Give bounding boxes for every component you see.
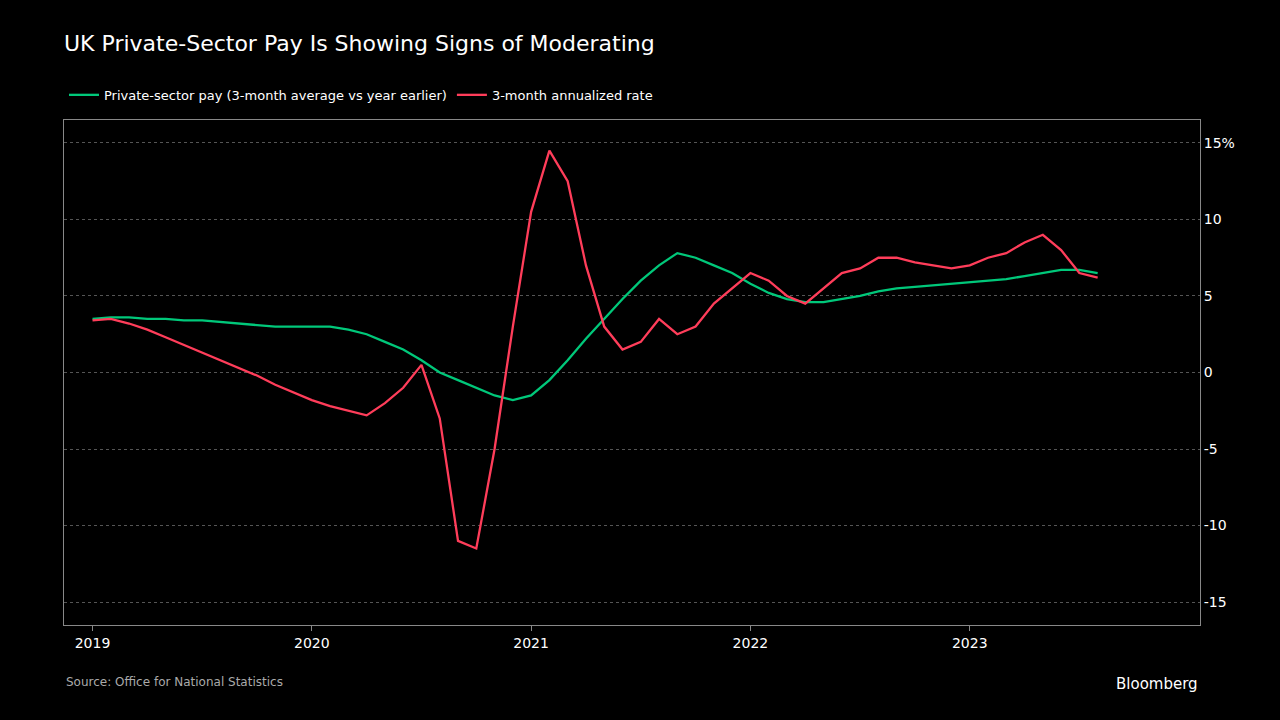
svg-text:Source: Office for National St: Source: Office for National Statistics [66,675,283,689]
svg-text:10: 10 [1204,211,1222,227]
svg-text:2021: 2021 [513,635,549,651]
svg-text:UK Private-Sector Pay Is Showi: UK Private-Sector Pay Is Showing Signs o… [64,31,655,56]
svg-text:2020: 2020 [294,635,330,651]
svg-text:2023: 2023 [952,635,988,651]
svg-text:-5: -5 [1204,441,1218,457]
svg-text:3-month annualized rate: 3-month annualized rate [492,88,653,103]
svg-text:0: 0 [1204,364,1213,380]
svg-text:Bloomberg: Bloomberg [1116,675,1198,693]
svg-text:2019: 2019 [75,635,111,651]
svg-text:15%: 15% [1204,135,1235,151]
svg-text:Private-sector pay (3-month av: Private-sector pay (3-month average vs y… [104,88,447,103]
svg-text:5: 5 [1204,288,1213,304]
svg-text:2022: 2022 [733,635,769,651]
svg-text:-10: -10 [1204,517,1227,533]
svg-text:-15: -15 [1204,594,1227,610]
